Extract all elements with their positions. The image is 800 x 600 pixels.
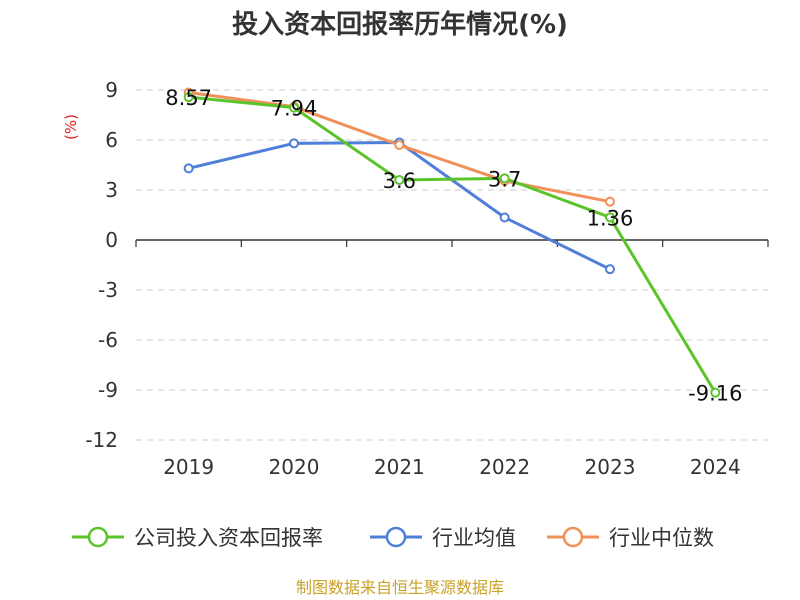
data-label: 1.36 — [587, 206, 634, 230]
y-tick-label: -6 — [98, 328, 118, 352]
data-point — [605, 196, 615, 207]
data-point — [183, 163, 194, 174]
data-labels: 8.57 7.94 3.6 3.7 1.36 -9.16 — [165, 86, 742, 406]
x-tick-label: 2023 — [585, 455, 636, 479]
y-tick-label: 9 — [105, 78, 118, 102]
y-tick-labels: 9 6 3 0 -3 -6 -9 -12 — [85, 78, 118, 452]
y-tick-label: -9 — [98, 378, 118, 402]
data-point — [394, 140, 405, 150]
x-tick-label: 2020 — [269, 455, 320, 479]
legend-item[interactable]: 行业中位数 — [547, 526, 714, 550]
legend-marker-icon — [87, 526, 109, 548]
data-label: -9.16 — [688, 382, 742, 406]
y-axis-unit: (%) — [62, 114, 80, 140]
legend-label: 行业均值 — [432, 526, 516, 550]
data-label: 3.6 — [383, 169, 416, 193]
legend: 公司投入资本回报率 行业均值 行业中位数 — [72, 526, 714, 550]
data-label: 7.94 — [271, 97, 318, 121]
chart-title: 投入资本回报率历年情况(%) — [232, 9, 568, 40]
data-point — [605, 264, 615, 275]
x-tick-label: 2019 — [163, 455, 214, 479]
legend-item[interactable]: 公司投入资本回报率 — [72, 526, 323, 550]
data-label: 3.7 — [488, 167, 521, 191]
series-line — [188, 141, 611, 271]
data-point — [499, 173, 510, 184]
y-tick-label: 3 — [105, 178, 118, 202]
series-line — [188, 95, 717, 394]
legend-item[interactable]: 行业均值 — [370, 526, 516, 550]
data-label: 8.57 — [165, 86, 212, 110]
data-point — [499, 212, 510, 223]
data-point — [183, 92, 194, 103]
series-points — [183, 87, 721, 398]
y-tick-label: -3 — [98, 278, 118, 302]
y-tick-label: 0 — [105, 228, 118, 252]
y-tick-label: -12 — [85, 428, 118, 452]
legend-label: 行业中位数 — [609, 526, 714, 550]
x-tick-label: 2022 — [479, 455, 530, 479]
data-point — [710, 387, 721, 398]
data-point — [605, 212, 615, 223]
legend-marker-icon — [385, 526, 407, 548]
data-point — [394, 175, 405, 185]
data-point — [289, 138, 299, 149]
legend-marker-icon — [562, 526, 584, 548]
x-axis: 2019 2020 2021 2022 2023 2024 — [135, 239, 769, 479]
source-note: 制图数据来自恒生聚源数据库 — [296, 578, 504, 597]
gridlines — [136, 89, 768, 441]
data-point — [289, 102, 299, 113]
y-tick-label: 6 — [105, 128, 118, 152]
x-tick-label: 2024 — [690, 455, 741, 479]
legend-label: 公司投入资本回报率 — [134, 526, 323, 550]
x-tick-label: 2021 — [374, 455, 425, 479]
